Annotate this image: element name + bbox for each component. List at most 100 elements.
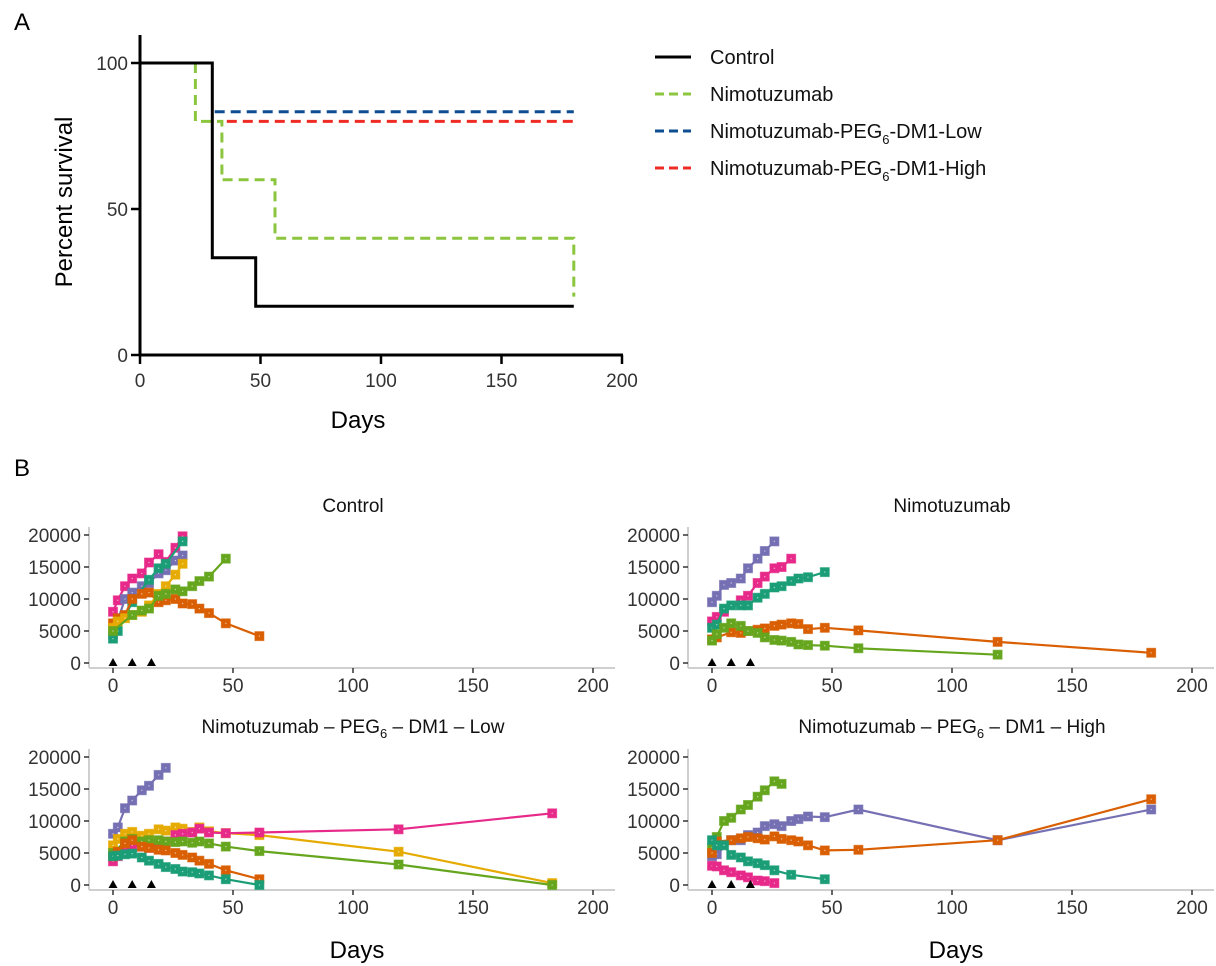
data-point-center xyxy=(764,838,766,841)
data-point-center xyxy=(773,540,775,542)
data-point-center xyxy=(730,854,732,856)
facet-title-control: Control xyxy=(322,496,383,517)
data-point-center xyxy=(723,820,725,822)
data-point-center xyxy=(148,608,150,610)
data-point-center xyxy=(182,828,184,830)
data-point-center xyxy=(165,599,167,601)
y-tick-label: 15000 xyxy=(28,780,81,801)
data-point-center xyxy=(711,852,713,854)
data-point-center xyxy=(747,836,749,838)
data-point-center xyxy=(112,860,114,862)
data-point-center xyxy=(997,641,999,643)
data-point-center xyxy=(174,834,176,836)
data-point-center xyxy=(225,878,227,880)
x-tick-label: 50 xyxy=(222,898,243,919)
data-point-center xyxy=(997,839,999,841)
data-point-center xyxy=(117,620,119,622)
data-point-center xyxy=(158,595,160,597)
data-point-center xyxy=(716,865,718,868)
data-point-center xyxy=(131,831,133,833)
data-point-center xyxy=(781,825,783,827)
data-point-center xyxy=(740,599,742,601)
legend-label-low-main: Nimotuzumab-PEG xyxy=(710,121,882,143)
data-point-center xyxy=(182,833,184,835)
legend-label-high-tail: -DM1-High xyxy=(890,158,987,180)
y-tick-label: 10000 xyxy=(627,812,680,833)
data-point-center xyxy=(225,869,227,871)
y-tick-label: 0 xyxy=(70,876,81,897)
data-point-center xyxy=(208,831,210,834)
data-point-center xyxy=(165,585,167,587)
data-point-center xyxy=(124,617,126,619)
facet-high: Nimotuzumab – PEG6 – DM1 – High Days 0 50… xyxy=(627,717,1214,964)
series-3 xyxy=(707,835,830,885)
data-point-center xyxy=(824,645,826,647)
data-point-center xyxy=(208,576,210,578)
facet-title-low-tail: – DM1 – Low xyxy=(387,717,504,738)
data-point-center xyxy=(764,627,766,630)
survival-line-nimotuzumab xyxy=(193,63,576,297)
data-point-center xyxy=(797,818,799,820)
x-tick-label: 0 xyxy=(707,898,718,919)
dosing-marker-icon xyxy=(745,658,755,666)
x-tick-label: 150 xyxy=(1056,676,1088,697)
data-point-center xyxy=(747,630,749,632)
data-point-center xyxy=(141,846,143,848)
x-tick-label: 150 xyxy=(457,898,489,919)
facet-title-high: Nimotuzumab – PEG6 – DM1 – High xyxy=(798,717,1105,741)
data-point-center xyxy=(208,863,210,865)
panel-label-b: B xyxy=(14,455,30,482)
series-5 xyxy=(108,553,231,636)
data-point-center xyxy=(258,635,260,637)
data-point-center xyxy=(165,767,167,769)
y-tick-label: 0 xyxy=(70,654,81,675)
survival-line-control xyxy=(140,61,574,308)
data-point-center xyxy=(258,884,260,886)
series-0 xyxy=(707,536,780,608)
x-axis-title-low: Days xyxy=(330,937,385,964)
data-point-center xyxy=(797,643,799,646)
data-point-center xyxy=(740,808,742,811)
data-point-center xyxy=(764,789,766,791)
data-point-center xyxy=(117,838,119,840)
data-point-center xyxy=(131,577,133,580)
data-point-center xyxy=(824,571,826,573)
data-point-center xyxy=(757,558,759,560)
data-point-center xyxy=(258,831,260,834)
data-point-center xyxy=(797,840,799,843)
data-point-center xyxy=(764,593,766,595)
data-point-center xyxy=(158,553,160,555)
data-point-center xyxy=(208,874,210,876)
x-tick-label: 50 xyxy=(222,676,243,697)
data-point-center xyxy=(764,825,766,827)
data-point-center xyxy=(131,844,133,846)
data-point-center xyxy=(165,569,167,571)
data-point-center xyxy=(148,860,150,862)
data-point-center xyxy=(730,839,732,841)
legend-label-control: Control xyxy=(710,47,774,69)
facet-control: Control 0 50 100 150 200 0 5000 10000 15000 20000 xyxy=(28,496,615,697)
data-point-center xyxy=(165,830,167,832)
data-point-center xyxy=(723,608,725,610)
data-point-center xyxy=(790,839,792,841)
data-point-center xyxy=(182,554,184,557)
data-point-center xyxy=(182,870,184,873)
data-point-center xyxy=(131,598,133,600)
facet-title-low: Nimotuzumab – PEG6 – DM1 – Low xyxy=(202,717,505,741)
x-tick-label: 150 xyxy=(486,371,518,392)
dosing-marker-icon xyxy=(745,880,755,888)
data-point-center xyxy=(711,839,713,841)
data-point-center xyxy=(824,816,826,818)
y-tick-label: 10000 xyxy=(627,590,680,611)
x-axis-title: Days xyxy=(331,407,386,434)
data-point-center xyxy=(997,654,999,656)
data-point-center xyxy=(198,580,200,582)
data-point-center xyxy=(807,815,809,818)
data-point-center xyxy=(773,835,775,837)
data-point-center xyxy=(757,582,759,584)
data-point-center xyxy=(141,840,143,843)
data-point-center xyxy=(1150,808,1152,811)
y-tick-label: 5000 xyxy=(39,844,81,865)
legend-label-high-sub: 6 xyxy=(882,169,889,184)
